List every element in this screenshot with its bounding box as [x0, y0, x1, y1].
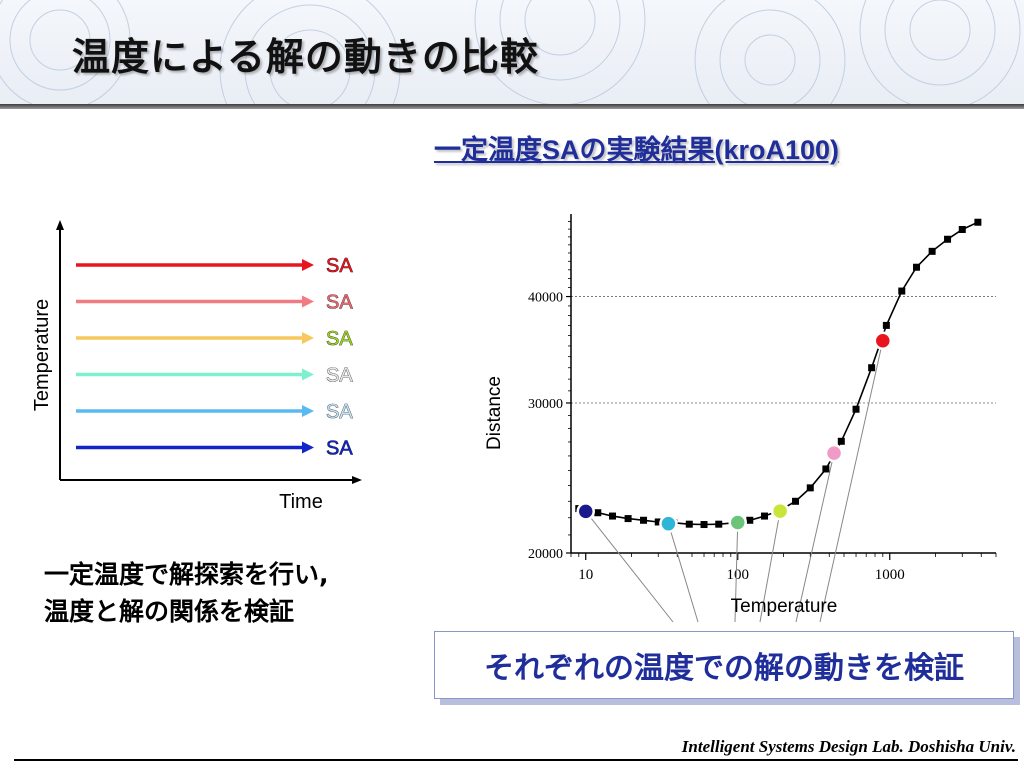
callout-text: それぞれの温度での解の動きを検証: [484, 651, 964, 686]
chart-highlight-point: [576, 502, 595, 521]
chart-data-point: [640, 516, 648, 524]
chart-data-point: [852, 405, 860, 413]
header-divider: [0, 104, 1024, 109]
chart-y-label: Distance: [484, 376, 505, 450]
chart-x-tick-label: 10: [578, 567, 593, 583]
header-background: [0, 0, 1024, 104]
chart-highlighted-points: [576, 331, 893, 533]
schematic-arrowhead: [302, 368, 314, 381]
schematic-y-label: Temperature: [31, 299, 53, 411]
chart-data-point: [594, 509, 602, 517]
schematic-arrows: SA SA SA SA SA SA: [76, 255, 354, 460]
chart-data-point: [868, 364, 876, 372]
schematic-arrowhead: [302, 295, 314, 308]
chart-data-point: [837, 437, 845, 445]
schematic-arrow-label: SA: [326, 328, 353, 350]
chart-leader-line: [667, 523, 699, 623]
chart-data-point: [792, 497, 800, 505]
chart-highlight-point: [659, 514, 678, 533]
schematic-x-axis-arrowhead: [352, 476, 362, 484]
chart-data-point: [928, 247, 936, 255]
chart-data-point: [624, 515, 632, 523]
chart-series: [575, 218, 982, 529]
chart-leader-line: [819, 340, 884, 623]
method-caption-line-1: 一定温度で解探索を行い,: [44, 560, 329, 589]
method-caption-line-2: 温度と解の関係を検証: [44, 597, 295, 626]
chart-data-point: [974, 218, 982, 226]
chart-y-tick-label: 40000: [528, 291, 563, 306]
chart-highlight-point: [728, 513, 747, 532]
footer-divider: [14, 759, 1018, 761]
schematic-x-label: Time: [279, 491, 323, 513]
slide-title: 温度による解の動きの比較: [72, 35, 539, 79]
method-caption: 一定温度で解探索を行い, 温度と解の関係を検証: [44, 556, 329, 630]
schematic-arrow-label: SA: [326, 401, 353, 423]
chart-highlight-point: [824, 443, 844, 463]
chart-x-tick-label: 1000: [875, 567, 905, 583]
chart-leader-lines: [585, 340, 884, 623]
callout-box: それぞれの温度での解の動きを検証: [434, 631, 1014, 699]
schematic-arrowhead: [302, 332, 314, 344]
chart-data-point: [944, 235, 952, 243]
chart-leader-line: [585, 511, 674, 623]
chart-data-point: [700, 521, 708, 529]
chart-data-point: [715, 520, 723, 528]
schematic-arrowhead: [302, 405, 314, 417]
chart-y-tick-label: 30000: [528, 397, 563, 412]
chart-highlight-point: [873, 331, 893, 350]
chart-subtitle: 一定温度SAの実験結果(kroA100): [434, 135, 840, 165]
chart-x-tick-label: 100: [726, 567, 749, 583]
chart-x-label: Temperature: [731, 596, 838, 617]
chart-leader-line: [734, 522, 739, 623]
chart-ticks: 20000 30000 40000 10 100 1000: [528, 221, 997, 583]
chart-grid: [571, 296, 996, 404]
chart-data-point: [958, 225, 966, 233]
chart-data-point: [685, 520, 693, 528]
chart-data-point: [654, 518, 662, 526]
chart-data-point: [806, 484, 814, 492]
schematic-y-axis-arrowhead: [56, 220, 64, 230]
chart-data-point: [761, 512, 769, 520]
chart-data-point: [608, 512, 616, 520]
header-pattern: [0, 0, 1021, 104]
chart-y-tick-label: 20000: [528, 547, 563, 562]
chart-highlight-point: [770, 501, 790, 521]
schematic-arrowhead: [302, 441, 314, 454]
chart-data-point: [746, 516, 754, 524]
schematic-arrow-label: SA: [326, 365, 353, 387]
chart-data-point: [913, 263, 921, 271]
chart-leader-line: [795, 452, 835, 623]
schematic-arrowhead: [302, 259, 314, 271]
chart-leader-line: [759, 510, 781, 623]
schematic-arrow-label: SA: [326, 292, 353, 314]
chart-data-point: [822, 465, 830, 473]
schematic-arrow-label: SA: [326, 255, 353, 277]
footer-lab-name: Intelligent Systems Design Lab. Doshisha…: [681, 737, 1016, 756]
schematic-arrow-label: SA: [326, 438, 353, 460]
chart-data-point: [898, 287, 906, 295]
chart-data-point: [882, 321, 890, 329]
